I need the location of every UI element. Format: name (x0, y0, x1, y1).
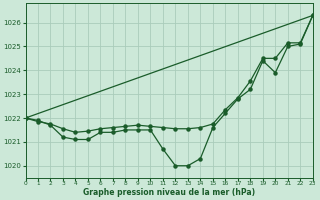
X-axis label: Graphe pression niveau de la mer (hPa): Graphe pression niveau de la mer (hPa) (83, 188, 255, 197)
